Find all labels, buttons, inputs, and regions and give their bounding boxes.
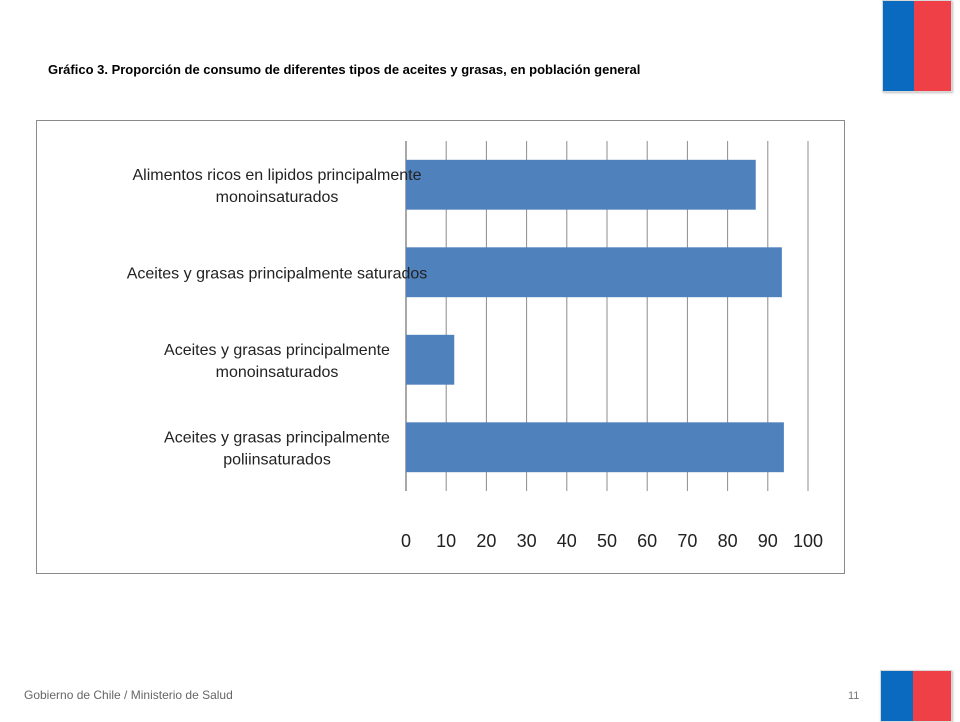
category-label: Aceites y grasas principalmente (164, 342, 390, 359)
page-number: 11 (848, 690, 860, 702)
x-tick-label: 100 (793, 531, 823, 551)
chart-frame: Alimentos ricos en lipidos principalment… (36, 120, 845, 574)
flag-red-stripe (914, 1, 951, 91)
bar (406, 247, 782, 298)
x-tick-label: 50 (597, 531, 617, 551)
bar (406, 334, 455, 385)
category-label: Aceites y grasas principalmente (164, 429, 390, 446)
category-label: Aceites y grasas principalmente saturado… (127, 265, 428, 282)
flag-blue-stripe (883, 1, 914, 91)
x-tick-label: 0 (401, 531, 411, 551)
x-tick-label: 40 (557, 531, 577, 551)
flag-blue-stripe (881, 671, 913, 721)
category-label: Alimentos ricos en lipidos principalment… (132, 167, 421, 184)
chile-flag-top (882, 0, 952, 92)
bar (406, 422, 784, 473)
x-tick-label: 60 (637, 531, 657, 551)
x-tick-label: 70 (677, 531, 697, 551)
category-label: monoinsaturados (216, 189, 339, 206)
x-tick-label: 10 (436, 531, 456, 551)
bar (406, 159, 756, 210)
x-tick-label: 20 (476, 531, 496, 551)
category-label: poliinsaturados (223, 451, 331, 468)
bar-chart: Alimentos ricos en lipidos principalment… (127, 141, 823, 551)
x-tick-label: 90 (758, 531, 778, 551)
slide-title: Gráfico 3. Proporción de consumo de dife… (48, 62, 641, 77)
x-tick-label: 30 (517, 531, 537, 551)
x-tick-label: 80 (718, 531, 738, 551)
category-label: monoinsaturados (216, 364, 339, 381)
footer-text: Gobierno de Chile / Ministerio de Salud (24, 688, 233, 702)
flag-red-stripe (913, 671, 951, 721)
chile-flag-bottom (880, 670, 952, 722)
